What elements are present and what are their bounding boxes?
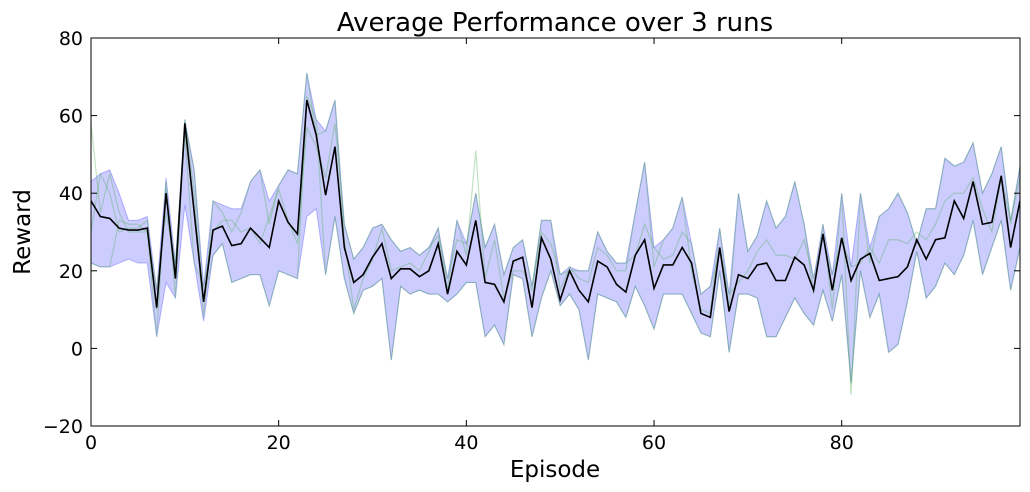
x-tick-label-0: 0 [85,432,97,454]
x-axis: 0 20 40 60 80 [85,38,854,454]
x-tick-label-80: 80 [830,432,854,454]
x-tick-label-60: 60 [642,432,666,454]
y-tick-label--20: −20 [43,416,83,438]
y-tick-label-60: 60 [59,106,83,128]
y-axis-label: Reward [10,189,36,275]
y-tick-label-40: 40 [59,183,83,205]
run-lines [91,72,1020,395]
chart-title: Average Performance over 3 runs [337,8,773,38]
run-line-3 [91,123,1020,296]
mean-line [91,99,1020,319]
plot-area [91,72,1020,395]
run-line-2 [91,95,1020,384]
plot-frame [90,37,1021,427]
y-tick-label-80: 80 [59,28,83,50]
y-tick-label-0: 0 [71,338,83,360]
y-tick-label-20: 20 [59,261,83,283]
run-line-1 [91,72,1020,395]
x-axis-label: Episode [510,457,600,483]
x-tick-label-20: 20 [267,432,291,454]
confidence-band [91,72,1020,384]
x-tick-label-40: 40 [454,432,478,454]
y-axis: −20 0 20 40 60 80 [43,28,1020,438]
